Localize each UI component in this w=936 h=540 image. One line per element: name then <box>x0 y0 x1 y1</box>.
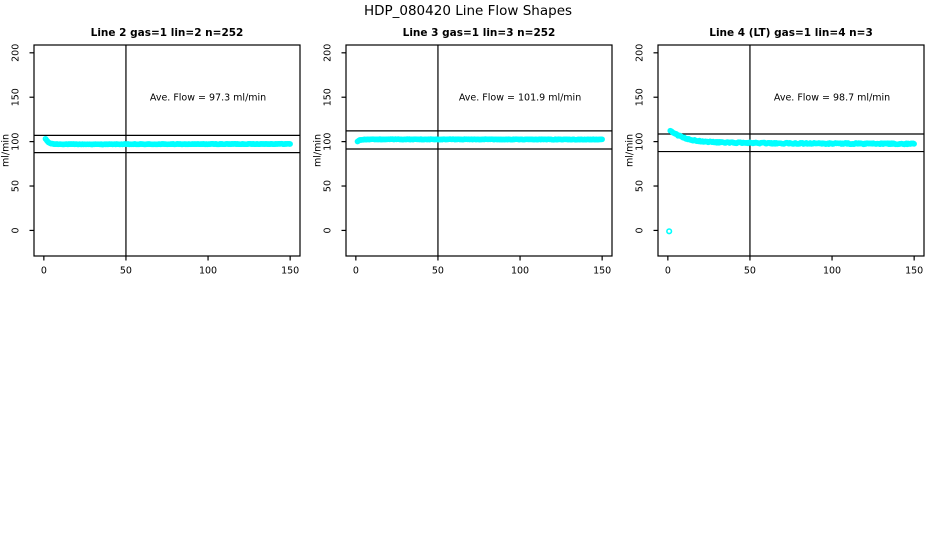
panel-1: Line 2 gas=1 lin=2 n=252 0 50 100 150 0 50 100 1… <box>1 27 301 277</box>
figure-title: HDP_080420 Line Flow Shapes <box>364 3 572 19</box>
y-axis-label: ml/min <box>625 134 636 167</box>
panels-group: Line 2 gas=1 lin=2 n=252 0 50 100 150 0 50 100 1… <box>1 27 925 277</box>
x-tick-label: 100 <box>199 266 217 277</box>
y-tick-label: 0 <box>635 227 646 233</box>
panel-2: Line 3 gas=1 lin=3 n=252 0 50 100 150 0 50 100 1… <box>313 27 613 277</box>
panel-title: Line 4 (LT) gas=1 lin=4 n=3 <box>709 27 873 39</box>
y-tick-label: 200 <box>635 44 646 62</box>
ave-flow-annotation: Ave. Flow = 98.7 ml/min <box>774 93 890 104</box>
y-tick-label: 200 <box>11 44 22 62</box>
x-tick-label: 0 <box>353 266 359 277</box>
y-tick-label: 0 <box>11 227 22 233</box>
plot-box <box>33 44 301 257</box>
data-series <box>42 135 293 148</box>
y-tick-label: 100 <box>11 133 22 151</box>
panel-title: Line 3 gas=1 lin=3 n=252 <box>403 27 556 39</box>
y-tick-label: 200 <box>323 44 334 62</box>
y-tick-label: 50 <box>11 180 22 192</box>
y-tick-label: 100 <box>635 133 646 151</box>
x-tick-label: 0 <box>665 266 671 277</box>
x-tick-label: 150 <box>281 266 299 277</box>
y-tick-label: 50 <box>323 180 334 192</box>
y-tick-label: 150 <box>323 88 334 106</box>
y-axis-label: ml/min <box>313 134 324 167</box>
x-tick-label: 100 <box>823 266 841 277</box>
outlier-point <box>666 228 673 235</box>
y-axis-label: ml/min <box>1 134 12 167</box>
x-tick-label: 50 <box>744 266 756 277</box>
plot-box <box>345 44 613 257</box>
y-tick-label: 150 <box>635 88 646 106</box>
x-tick-label: 0 <box>41 266 47 277</box>
x-tick-label: 150 <box>593 266 611 277</box>
ave-flow-annotation: Ave. Flow = 97.3 ml/min <box>150 93 266 104</box>
x-tick-label: 100 <box>511 266 529 277</box>
plot-box <box>657 44 925 257</box>
x-tick-label: 50 <box>432 266 444 277</box>
x-tick-label: 50 <box>120 266 132 277</box>
y-tick-label: 0 <box>323 227 334 233</box>
panel-title: Line 2 gas=1 lin=2 n=252 <box>91 27 244 39</box>
data-series <box>354 136 605 145</box>
y-tick-label: 50 <box>635 180 646 192</box>
y-tick-label: 150 <box>11 88 22 106</box>
y-tick-label: 100 <box>323 133 334 151</box>
data-series <box>667 127 917 148</box>
ave-flow-annotation: Ave. Flow = 101.9 ml/min <box>459 93 581 104</box>
x-tick-label: 150 <box>905 266 923 277</box>
panel-3: Line 4 (LT) gas=1 lin=4 n=3 0 50 100 150 0 50 1… <box>625 27 925 277</box>
